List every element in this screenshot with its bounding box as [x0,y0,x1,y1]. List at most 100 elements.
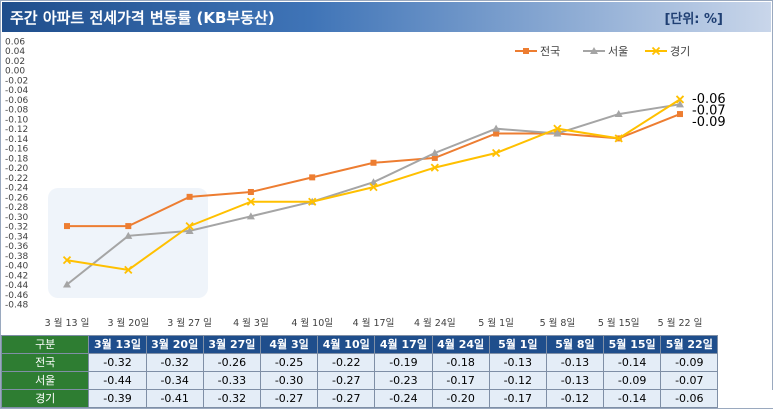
data-point [370,159,377,166]
y-tick-label: -0.24 [5,184,29,194]
data-point [186,193,193,200]
table-cell: -0.32 [145,353,204,372]
y-tick-label: -0.04 [5,86,29,96]
table-cell: -0.23 [374,371,433,390]
data-point [614,110,623,118]
end-value-label: -0.09 [692,115,726,130]
table-column-header: 4월 17일 [374,335,433,354]
data-point [369,178,378,186]
table-cell: -0.20 [431,389,490,408]
table-cell: -0.06 [660,389,719,408]
legend-label: 경기 [670,45,690,58]
x-tick-label: 4 월 3일 [233,317,269,329]
table-padding [717,353,773,372]
table-cell: -0.22 [317,353,376,372]
data-point [246,197,256,206]
table-padding [717,335,773,354]
data-table: 구분 3월 13일 3월 20일 3월 27일 4월 3일 4월 10일 4월 17일 4월 … [0,335,773,408]
table-header-row: 구분 3월 13일 3월 20일 3월 27일 4월 3일 4월 10일 4월 17일 4월 … [0,335,773,354]
y-tick-label: -0.02 [5,76,28,86]
data-point [369,182,378,192]
x-tick-label: 4 월 24일 [414,317,456,329]
end-value-label: -0.07 [692,104,726,119]
x-tick-label: 4 월 17일 [353,317,395,329]
x-tick-label: 3 월 27 일 [167,317,212,329]
data-point [430,163,439,172]
data-point [309,174,316,181]
y-tick-label: -0.44 [5,281,29,291]
data-point [553,124,562,133]
data-point [553,129,562,137]
table-padding [717,371,773,390]
table-cell: -0.44 [88,371,147,390]
data-point [492,124,501,132]
data-point [493,130,500,137]
table-column-header: 4월 10일 [317,335,376,354]
data-point [614,134,623,143]
y-tick-label: -0.46 [5,291,29,301]
table-cell: -0.09 [603,371,662,390]
table-corner-label: 구분 [0,335,90,354]
table-cell: -0.13 [545,353,605,372]
y-tick-label: -0.40 [5,262,29,272]
table-cell: -0.25 [259,353,319,372]
table-cell: -0.17 [431,371,490,390]
y-tick-label: -0.16 [5,145,29,155]
table-cell: -0.24 [374,389,433,408]
table-cell: -0.19 [374,353,433,372]
x-tick-label: 5 월 1일 [478,317,514,329]
table-cell: -0.13 [545,371,605,390]
data-point [430,149,439,157]
table-column-header: 4월 24일 [431,335,490,354]
data-point [64,223,70,230]
table-column-header: 3월 20일 [145,335,204,354]
table-column-header: 3월 27일 [202,335,261,354]
y-tick-label: -0.06 [5,96,29,106]
unit-label: [단위: %] [664,12,723,27]
table-row-label: 서울 [0,371,90,390]
chart-title: 주간 아파트 전세가격 변동률 (KB부동산) [10,9,275,27]
table-cell: -0.07 [660,371,719,390]
table-cell: -0.18 [431,353,490,372]
data-point [431,154,438,161]
y-tick-label: -0.18 [5,154,29,164]
table-cell: -0.09 [660,353,719,372]
data-point [124,265,133,275]
table-cell: -0.27 [317,389,376,408]
y-tick-label: -0.34 [5,232,29,242]
table-row-label: 경기 [0,389,90,408]
data-point [124,231,133,239]
legend-marker [651,46,661,56]
x-tick-label: 4 월 10일 [291,317,333,329]
table-cell: -0.26 [202,353,261,372]
y-tick-label: 0.00 [5,67,25,77]
y-tick-label: -0.48 [5,301,29,311]
data-point [246,212,255,220]
watermark-badge [48,188,208,298]
x-tick-label: 3 월 13 일 [45,317,90,329]
y-tick-label: -0.26 [5,193,29,203]
y-tick-label: -0.12 [5,125,28,135]
data-point [63,280,71,288]
table-column-header: 5월 22일 [660,335,719,354]
table-row: 서울 -0.44 -0.34 -0.33 -0.30 -0.27 -0.23 -0.17 -0.… [0,371,773,390]
table-cell: -0.14 [603,353,662,372]
y-tick-label: -0.14 [5,135,29,145]
table-cell: -0.14 [603,389,662,408]
legend-marker [590,47,598,54]
table-cell: -0.32 [202,389,261,408]
data-point [247,188,254,195]
y-tick-label: -0.22 [5,174,28,184]
legend-label: 서울 [608,45,628,58]
data-point [62,256,72,265]
x-tick-label: 5 월 15일 [598,317,640,329]
y-tick-label: -0.30 [5,213,29,223]
data-point [677,111,683,118]
y-tick-label: -0.28 [5,203,29,213]
table-cell: -0.17 [488,389,547,408]
data-point [185,221,194,231]
data-point [491,148,501,158]
table-cell: -0.12 [488,371,547,390]
y-tick-label: 0.02 [5,57,25,67]
table-cell: -0.13 [488,353,547,372]
